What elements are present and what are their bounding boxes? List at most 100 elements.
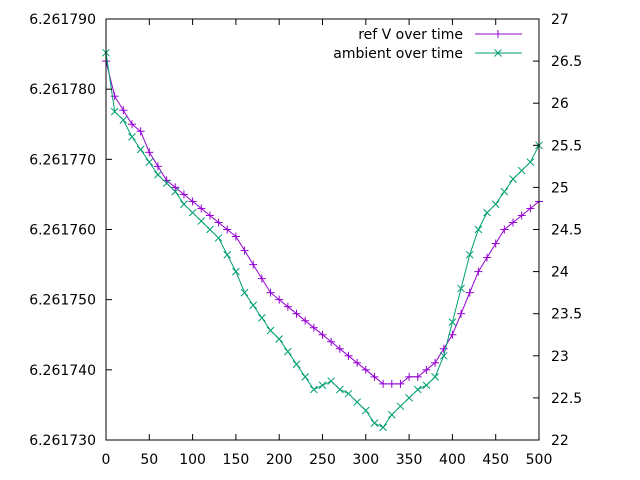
data-point-x [387, 410, 396, 419]
data-point-plus [405, 372, 414, 381]
data-point-plus [474, 267, 483, 276]
data-point-plus [275, 295, 284, 304]
data-point-plus [448, 330, 457, 339]
data-point-plus [266, 288, 275, 297]
y-tick-label: 6.261780 [29, 82, 96, 98]
data-point-x [370, 419, 379, 428]
data-point-x [474, 225, 483, 234]
data-point-x [309, 385, 318, 394]
data-point-x [180, 200, 188, 209]
data-point-plus [214, 218, 223, 227]
data-point-plus [127, 120, 136, 129]
data-point-plus [396, 379, 405, 388]
x-tick-label: 500 [526, 452, 553, 468]
data-point-x [465, 250, 474, 259]
data-point-x [500, 187, 509, 196]
y-tick-label: 6.261760 [29, 223, 96, 239]
data-point-x [206, 225, 214, 234]
data-point-x [145, 158, 154, 166]
data-point-plus [361, 365, 370, 374]
data-point-x [301, 372, 310, 381]
data-point-plus [283, 302, 292, 311]
y-tick-label: 6.261790 [29, 12, 96, 28]
data-point-x [284, 347, 292, 356]
data-point-plus [327, 337, 336, 346]
data-point-plus [509, 218, 518, 227]
data-point-x [119, 116, 128, 124]
data-point-x [509, 175, 517, 183]
data-point-x [318, 381, 327, 390]
data-point-plus [335, 344, 344, 353]
legend: ref V over time ambient over time [333, 27, 522, 62]
data-point-plus [197, 204, 206, 213]
x-tick-label: 250 [309, 452, 336, 468]
data-point-x [494, 49, 502, 57]
data-point-plus [301, 316, 310, 325]
y-tick-label: 6.261740 [29, 363, 96, 379]
data-point-plus [431, 358, 440, 367]
legend-label: ref V over time [358, 27, 463, 43]
data-point-plus [422, 365, 431, 374]
data-point-plus [457, 309, 466, 318]
data-point-x [483, 208, 491, 217]
data-point-plus [439, 344, 448, 353]
data-point-plus [379, 379, 388, 388]
x-tick-label: 150 [223, 452, 250, 468]
x-tick-label: 350 [396, 452, 423, 468]
data-point-plus [491, 239, 500, 248]
data-point-plus [231, 232, 240, 241]
data-point-x [413, 385, 422, 394]
data-point-plus [494, 30, 502, 38]
y-tick-label: 6.261730 [29, 433, 96, 449]
x-tick-label: 300 [352, 452, 379, 468]
data-point-plus [136, 127, 145, 136]
data-point-x [223, 250, 232, 259]
data-point-x [171, 187, 180, 196]
data-point-x [188, 208, 197, 217]
data-point-plus [353, 358, 362, 367]
series-ref-v [102, 57, 543, 388]
data-point-plus [309, 323, 318, 332]
y2-tick-label: 22.5 [551, 391, 582, 407]
data-point-plus [145, 148, 154, 157]
data-point-x [128, 133, 136, 141]
data-point-plus [205, 211, 214, 220]
data-point-x [491, 200, 500, 209]
data-point-x [439, 351, 448, 360]
x-tick-label: 50 [140, 452, 158, 468]
data-point-x [258, 314, 266, 322]
data-point-plus [249, 260, 258, 269]
data-point-plus [526, 204, 535, 213]
data-point-plus [119, 106, 128, 115]
data-point-x [240, 288, 249, 297]
data-point-plus [344, 351, 353, 360]
data-point-plus [413, 372, 422, 381]
data-point-x [361, 406, 370, 415]
data-point-x [162, 179, 171, 188]
data-point-plus [179, 190, 188, 199]
data-point-plus [153, 162, 162, 171]
x-tick-label: 200 [266, 452, 293, 468]
data-point-x [266, 326, 275, 335]
y2-tick-label: 26.5 [551, 54, 582, 70]
data-point-plus [517, 211, 526, 220]
data-point-plus [292, 309, 301, 318]
data-point-x [344, 389, 353, 398]
data-point-x [136, 145, 145, 154]
data-point-plus [240, 246, 249, 255]
data-point-plus [188, 197, 197, 206]
y2-tick-label: 25 [551, 180, 569, 196]
data-point-plus [171, 183, 180, 192]
y2-tick-label: 24 [551, 265, 569, 281]
data-point-x [422, 381, 431, 390]
data-point-x [275, 335, 284, 343]
x-tick-label: 0 [102, 452, 111, 468]
data-point-x [232, 267, 240, 276]
data-point-plus [483, 253, 492, 262]
x-tick-label: 450 [482, 452, 509, 468]
data-point-x [154, 170, 162, 179]
y2-tick-label: 24.5 [551, 223, 582, 239]
y2-tick-label: 22 [551, 433, 569, 449]
y2-tick-label: 23.5 [551, 307, 582, 323]
